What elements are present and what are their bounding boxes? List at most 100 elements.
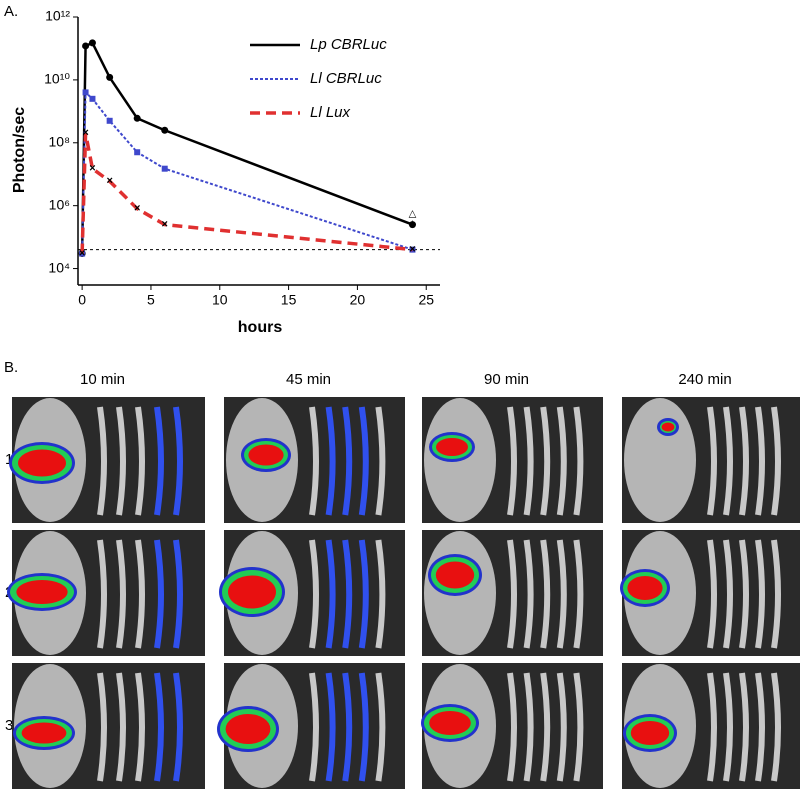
row-label: 1 <box>5 451 13 468</box>
x-tick-label: 5 <box>147 292 155 308</box>
marker: × <box>161 219 167 231</box>
intestine <box>173 406 183 516</box>
y-tick-label: 10⁴ <box>48 259 70 275</box>
series-line <box>80 132 413 254</box>
column-label: 90 min <box>484 371 529 388</box>
marker: × <box>409 244 415 256</box>
y-tick-label: 10⁸ <box>49 133 71 149</box>
intestine <box>556 672 567 782</box>
legend-label: Lp CBRLuc <box>310 36 387 53</box>
intestine <box>523 406 534 516</box>
intestine <box>573 406 584 516</box>
mouse <box>624 398 696 522</box>
marker: × <box>106 175 112 187</box>
marker <box>133 114 141 122</box>
marker <box>106 73 114 81</box>
intestine <box>154 406 164 516</box>
intestine <box>707 539 717 649</box>
annotation: △ <box>409 209 417 220</box>
intestine <box>173 672 183 782</box>
intestine <box>573 672 584 782</box>
signal <box>21 722 67 744</box>
intestine <box>116 672 126 782</box>
intestine <box>771 672 781 782</box>
marker: × <box>82 127 88 139</box>
signal <box>435 561 475 589</box>
intestine <box>135 672 145 782</box>
intestine <box>154 672 164 782</box>
x-tick-label: 0 <box>78 292 86 308</box>
intestine <box>375 406 386 516</box>
marker <box>408 221 416 229</box>
intestine <box>325 672 336 782</box>
intestine <box>97 406 107 516</box>
marker <box>161 126 169 134</box>
signal <box>248 444 284 466</box>
marker <box>89 95 96 102</box>
marker <box>161 165 168 172</box>
intestine <box>739 672 749 782</box>
intestine <box>135 539 145 649</box>
intestine <box>173 539 183 649</box>
x-tick-label: 10 <box>212 292 228 308</box>
intestine <box>707 406 717 516</box>
signal <box>228 575 276 609</box>
column-label: 10 min <box>80 371 125 388</box>
y-axis-label: Photon/sec <box>11 107 28 193</box>
legend-label: Ll CBRLuc <box>310 70 382 87</box>
y-tick-label: 10⁶ <box>49 196 70 212</box>
intestine <box>771 539 781 649</box>
intestine <box>540 672 551 782</box>
x-tick-label: 20 <box>350 292 366 308</box>
intestine <box>116 406 126 516</box>
intestine <box>116 539 126 649</box>
intestine <box>739 406 749 516</box>
intestine <box>507 406 517 516</box>
column-label: 45 min <box>286 371 331 388</box>
signal <box>225 714 271 744</box>
panel-label: A. <box>4 3 18 20</box>
intestine <box>309 406 319 516</box>
y-tick-label: 10¹² <box>45 8 70 24</box>
signal <box>16 580 68 604</box>
intestine <box>755 406 765 516</box>
y-tick-label: 10¹⁰ <box>44 71 70 87</box>
intestine <box>325 539 336 649</box>
intestine <box>97 672 107 782</box>
x-tick-label: 25 <box>418 292 434 308</box>
signal <box>429 711 471 735</box>
x-tick-label: 15 <box>281 292 297 308</box>
row-label: 3 <box>5 717 13 734</box>
intestine <box>507 539 517 649</box>
column-label: 240 min <box>678 371 731 388</box>
marker <box>88 39 96 47</box>
x-axis-label: hours <box>238 319 283 336</box>
signal <box>436 438 468 456</box>
intestine <box>135 406 145 516</box>
intestine <box>342 406 353 516</box>
intestine <box>342 672 353 782</box>
intestine <box>723 406 733 516</box>
signal <box>18 449 66 477</box>
marker <box>79 250 86 257</box>
intestine <box>755 672 765 782</box>
signal <box>630 721 670 745</box>
intestine <box>523 539 534 649</box>
marker <box>82 42 90 50</box>
intestine <box>358 672 369 782</box>
intestine <box>755 539 765 649</box>
panel-label: B. <box>4 359 18 376</box>
signal <box>627 576 663 600</box>
intestine <box>309 539 319 649</box>
intestine <box>97 539 107 649</box>
intestine <box>739 539 749 649</box>
intestine <box>358 406 369 516</box>
intestine <box>342 539 353 649</box>
marker <box>82 89 89 96</box>
marker <box>106 117 113 124</box>
marker: × <box>79 247 85 259</box>
intestine <box>523 672 534 782</box>
intestine <box>707 672 717 782</box>
